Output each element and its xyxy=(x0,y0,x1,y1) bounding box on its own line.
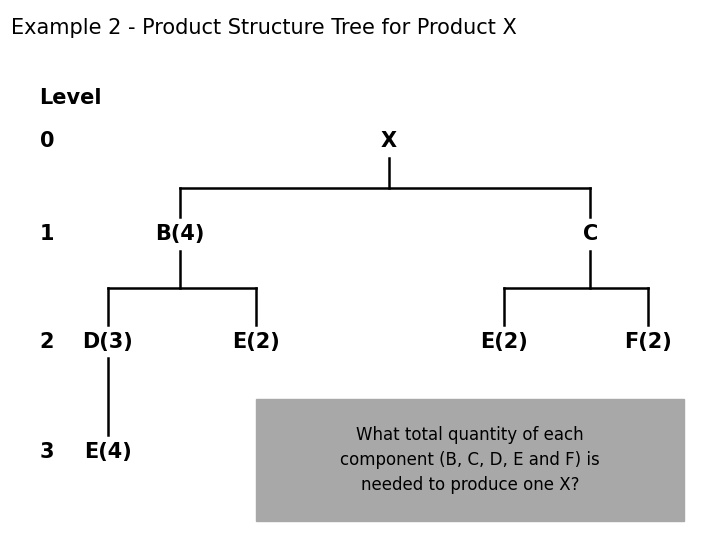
Text: What total quantity of each
component (B, C, D, E and F) is
needed to produce on: What total quantity of each component (B… xyxy=(340,426,600,494)
Text: 0: 0 xyxy=(40,131,54,151)
Text: 1: 1 xyxy=(40,224,54,244)
Text: D(3): D(3) xyxy=(83,332,133,352)
Text: B(4): B(4) xyxy=(156,224,204,244)
Text: X: X xyxy=(381,131,397,151)
Text: E(4): E(4) xyxy=(84,442,132,462)
Text: F(2): F(2) xyxy=(624,332,672,352)
FancyBboxPatch shape xyxy=(256,399,684,521)
Text: 3: 3 xyxy=(40,442,54,462)
Text: E(2): E(2) xyxy=(232,332,279,352)
Text: E(2): E(2) xyxy=(480,332,528,352)
Text: Example 2 - Product Structure Tree for Product X: Example 2 - Product Structure Tree for P… xyxy=(11,18,516,38)
Text: Level: Level xyxy=(40,89,102,109)
Text: 2: 2 xyxy=(40,332,54,352)
Text: C: C xyxy=(582,224,598,244)
